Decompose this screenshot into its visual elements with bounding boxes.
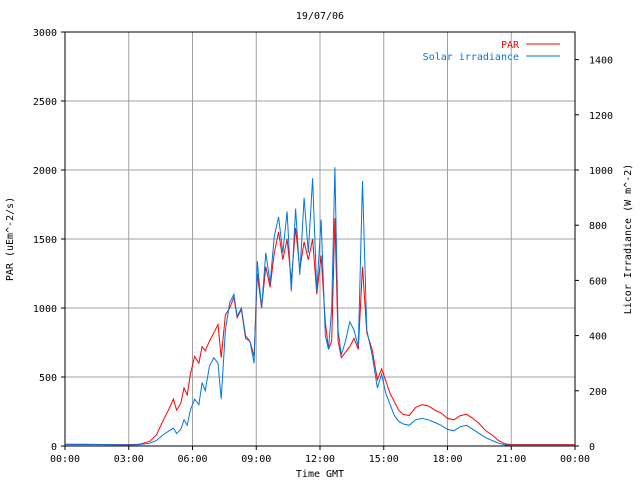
series-line-par	[65, 218, 575, 446]
x-tick-labels: 00:00 03:00 06:00 09:00 12:00 15:00 18:00 21:00…	[50, 446, 590, 465]
chart-title: 19/07/06	[296, 11, 344, 22]
y2-tick-label: 600	[589, 276, 607, 287]
y-tick-labels: 0 500 1000 1500 2000 2500 3000	[33, 28, 65, 453]
grid	[65, 32, 575, 446]
x-tick-label: 21:00	[496, 454, 526, 465]
x-axis-label: Time GMT	[296, 469, 344, 480]
y2-tick-label: 1200	[589, 111, 613, 122]
y2-tick-label: 800	[589, 221, 607, 232]
y2-tick-label: 200	[589, 387, 607, 398]
x-tick-label: 00:00	[50, 454, 80, 465]
y-tick-label: 500	[39, 373, 57, 384]
y2-tick-labels: 0 200 400 600 800 1000 1200 1400	[575, 56, 613, 453]
x-tick-label: 00:00	[560, 454, 590, 465]
series-lines	[65, 167, 575, 446]
y-tick-label: 2500	[33, 97, 57, 108]
series-line-solar-irradiance	[65, 167, 575, 446]
x-tick-label: 03:00	[114, 454, 144, 465]
x-tick-label: 06:00	[177, 454, 207, 465]
x-tick-label: 18:00	[432, 454, 462, 465]
y2-axis-label: Licor Irradiance (W m^-2)	[623, 164, 634, 315]
y-tick-label: 3000	[33, 28, 57, 39]
y-tick-label: 2000	[33, 166, 57, 177]
x-tick-label: 12:00	[305, 454, 335, 465]
y2-tick-label: 1400	[589, 56, 613, 67]
y2-tick-label: 1000	[589, 166, 613, 177]
y2-tick-label: 400	[589, 332, 607, 343]
y-tick-label: 1500	[33, 235, 57, 246]
x-tick-label: 09:00	[241, 454, 271, 465]
legend-label: Solar irradiance	[423, 52, 519, 63]
y-tick-label: 1000	[33, 304, 57, 315]
y2-tick-label: 0	[589, 442, 595, 453]
x-tick-label: 15:00	[369, 454, 399, 465]
legend-label: PAR	[501, 40, 520, 51]
y-axis-label: PAR (uEm^-2/s)	[5, 197, 16, 281]
y-tick-label: 0	[51, 442, 57, 453]
